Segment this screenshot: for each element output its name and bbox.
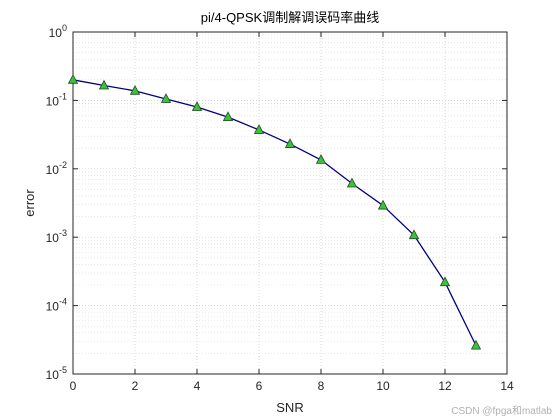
watermark: CSDN @fpga和matlab — [451, 405, 552, 417]
data-point-marker — [160, 93, 172, 103]
data-point-marker — [408, 229, 420, 240]
x-tick-label: 12 — [438, 379, 452, 393]
data-point-marker — [377, 199, 389, 210]
x-tick-label: 0 — [70, 379, 77, 393]
data-point-marker — [470, 339, 482, 350]
y-tick-label: 10-1 — [46, 91, 67, 108]
x-tick-label: 8 — [318, 379, 325, 393]
data-point-marker — [439, 276, 451, 287]
y-tick-label: 10-3 — [46, 228, 67, 245]
plot-area — [72, 31, 508, 375]
y-tick-label: 10-5 — [46, 365, 67, 382]
series-line — [72, 79, 477, 346]
y-axis-label: error — [22, 189, 37, 217]
y-tick-label: 10-4 — [46, 297, 67, 314]
x-tick-label: 6 — [256, 379, 263, 393]
data-point-marker — [315, 154, 327, 164]
tick-layer: 100 10-1 10-2 10-3 10-4 10-50 2 4 6 8 10 12 14 — [46, 23, 514, 393]
data-point-marker — [284, 138, 296, 148]
data-point-marker — [67, 73, 79, 84]
x-tick-label: 2 — [132, 379, 139, 393]
data-point-marker — [129, 84, 141, 95]
x-tick-label: 14 — [500, 379, 514, 393]
y-tick-label: 100 — [49, 23, 67, 40]
data-point-marker — [98, 79, 110, 90]
x-axis-label: SNR — [276, 400, 303, 415]
grid-layer — [72, 31, 508, 375]
data-point-marker — [253, 124, 265, 134]
x-tick-label: 4 — [194, 379, 201, 393]
series-layer — [67, 73, 482, 350]
data-point-marker — [191, 101, 203, 111]
data-point-marker — [346, 177, 358, 188]
x-tick-label: 10 — [376, 379, 390, 393]
y-tick-label: 10-2 — [46, 160, 67, 177]
chart-title: pi/4-QPSK调制解调误码率曲线 — [201, 10, 379, 25]
data-point-marker — [222, 111, 234, 121]
